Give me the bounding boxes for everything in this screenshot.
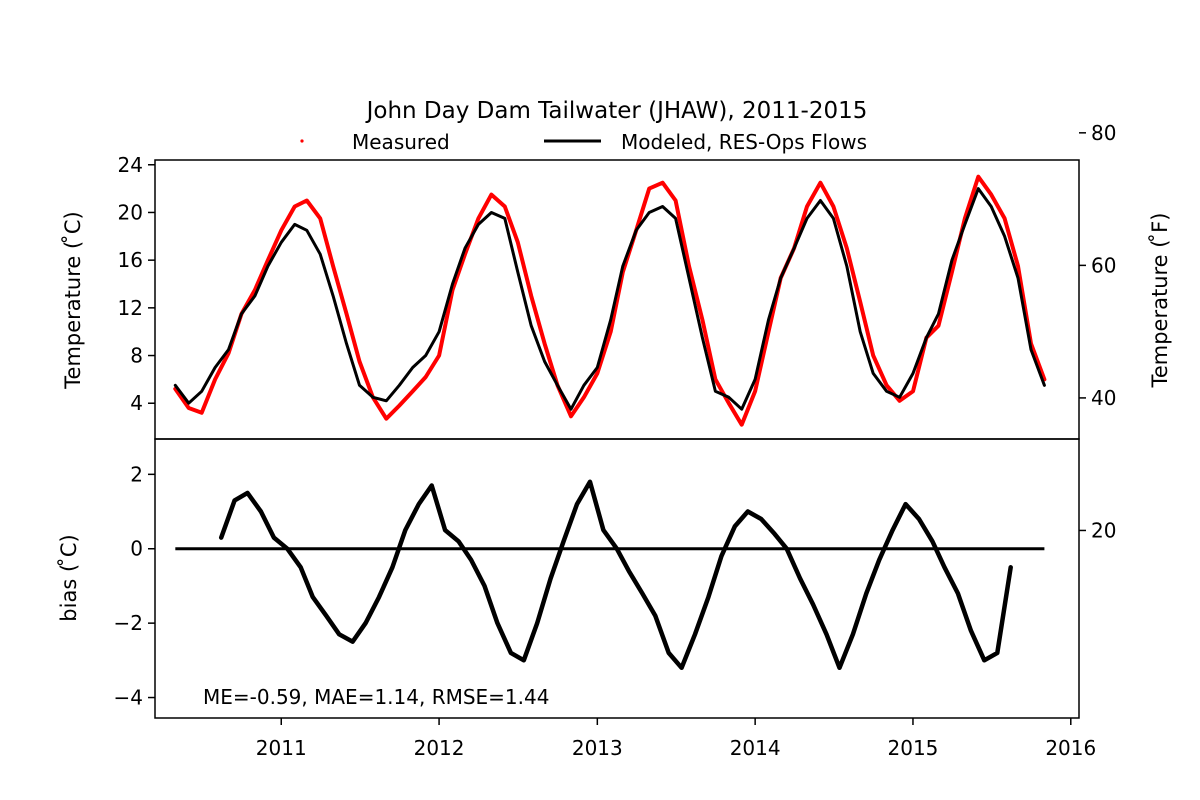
x-axis: 2011 2012 2013 2014 2015 2016 [256, 718, 1096, 760]
top-y-tick-label: 20 [118, 200, 143, 224]
bottom-y-axis: −4 −2 0 2 [114, 462, 155, 710]
x-tick-label: 2016 [1045, 736, 1096, 760]
bottom-y-tick-label: 0 [130, 537, 143, 561]
top-y-tick-label: 12 [118, 296, 143, 320]
x-tick-label: 2015 [888, 736, 939, 760]
top-y-axis-label: Temperature ( ̊C) [61, 211, 85, 389]
top-y-tick-label: 24 [118, 153, 143, 177]
modeled-series [173, 187, 1046, 411]
bottom-plot-area [175, 479, 1045, 671]
top-y-tick-label: 16 [118, 248, 143, 272]
legend-measured-label: Measured [352, 130, 450, 154]
x-tick-label: 2012 [414, 736, 465, 760]
top-panel: 4 8 12 16 20 24 20 40 60 80 Temperature ( ̊C) Te… [61, 121, 1172, 543]
top-right-y-tick-label: 40 [1091, 386, 1116, 410]
bottom-axes-frame [154, 438, 1080, 719]
bottom-y-tick-label: −2 [114, 611, 143, 635]
x-tick-label: 2014 [730, 736, 781, 760]
top-y-axis: 4 8 12 16 20 24 [118, 153, 155, 415]
bottom-panel: −4 −2 0 2 2011 2012 2013 2014 2015 2016 bias ( ̊… [57, 438, 1096, 760]
top-right-y-tick-label: 20 [1091, 518, 1116, 542]
x-tick-label: 2013 [572, 736, 623, 760]
bottom-y-tick-label: 2 [130, 462, 143, 486]
legend-measured-marker [300, 139, 304, 143]
top-y-axis-label-right: Temperature ( ̊F) [1148, 213, 1172, 389]
legend-modeled-label: Modeled, RES-Ops Flows [621, 130, 867, 154]
top-y-axis-right: 20 40 60 80 [1079, 121, 1116, 542]
top-right-y-tick-label: 60 [1091, 253, 1116, 277]
bottom-y-tick-label: −4 [114, 686, 143, 710]
error-stats-annotation: ME=-0.59, MAE=1.14, RMSE=1.44 [203, 685, 549, 709]
bottom-y-axis-label: bias ( ̊C) [57, 534, 81, 621]
measured-series [173, 174, 1047, 427]
chart-title: John Day Dam Tailwater (JHAW), 2011-2015 [365, 98, 868, 124]
x-tick-label: 2011 [256, 736, 307, 760]
top-y-tick-label: 8 [130, 344, 143, 368]
legend: Measured Modeled, RES-Ops Flows [300, 130, 867, 154]
top-right-y-tick-label: 80 [1091, 121, 1116, 145]
bias-series [218, 479, 1013, 671]
top-plot-area [173, 174, 1047, 427]
top-y-tick-label: 4 [130, 391, 143, 415]
